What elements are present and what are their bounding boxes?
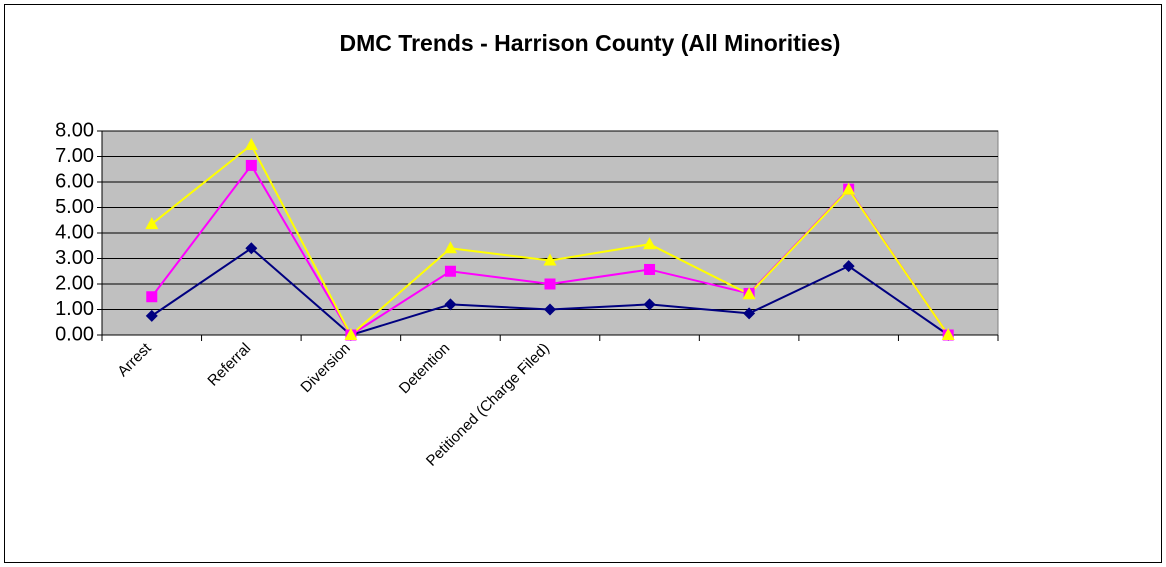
marker	[245, 242, 258, 255]
marker	[544, 278, 556, 290]
marker	[742, 287, 756, 300]
y-tick-label: 1.00	[55, 298, 94, 320]
marker	[444, 298, 457, 311]
marker	[743, 307, 756, 320]
marker	[245, 159, 257, 171]
y-tick-label: 5.00	[55, 196, 94, 218]
y-tick-label: 2.00	[55, 272, 94, 294]
marker	[643, 237, 657, 250]
y-tick-label: 6.00	[55, 170, 94, 192]
marker	[644, 263, 656, 275]
marker	[842, 182, 856, 195]
marker	[544, 303, 556, 316]
y-tick-label: 0.00	[55, 323, 94, 345]
marker	[941, 328, 955, 340]
y-tick-label: 7.00	[55, 145, 94, 167]
marker	[145, 309, 158, 322]
marker	[444, 265, 456, 277]
marker	[145, 217, 159, 230]
marker	[244, 138, 258, 151]
y-tick-label: 3.00	[55, 247, 94, 269]
marker	[146, 291, 158, 303]
marker	[543, 253, 557, 266]
chart-title: DMC Trends - Harrison County (All Minori…	[340, 30, 841, 56]
y-tick-label: 4.00	[55, 221, 94, 243]
y-tick-label: 8.00	[55, 119, 94, 141]
marker	[344, 328, 358, 340]
marker	[443, 241, 457, 254]
marker	[643, 298, 656, 311]
marker	[842, 260, 855, 273]
